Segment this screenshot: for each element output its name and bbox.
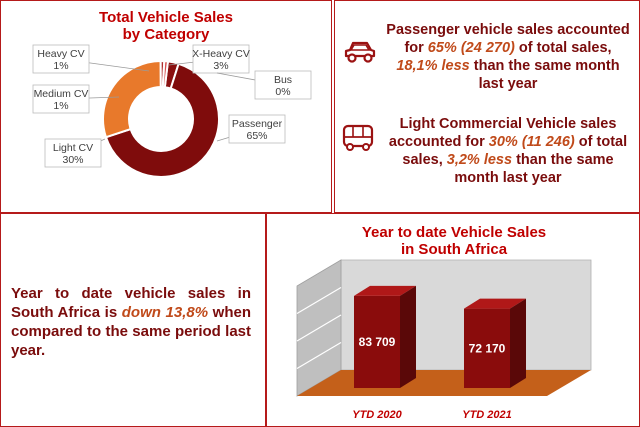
donut-value-label-light-cv: 30% [62, 154, 83, 166]
bar-value-label: 83 709 [359, 335, 396, 349]
bar-front [354, 295, 400, 388]
lcv-info-pre: Light Commercial Vehicle sales accounted… [388, 116, 617, 150]
ytd-title-line2: in South Africa [400, 241, 508, 258]
donut-value-label-medium-cv: 1% [53, 100, 68, 112]
chart-floor [297, 370, 591, 396]
donut-title-line2: by Category [122, 26, 210, 43]
chart-gridline [296, 341, 342, 370]
bar-chart: 83 709 YTD 2020 72 170 YTD 2021 [296, 259, 592, 421]
car-icon [344, 41, 376, 63]
chart-gridline [296, 286, 342, 315]
donut-category-label-heavy-cv: Heavy CV [37, 48, 84, 60]
passenger-info-pre: Passenger vehicle sales accounted for [386, 22, 630, 56]
chart-gridline [296, 314, 342, 342]
lcv-info-mid: of total sales, [402, 134, 628, 168]
donut-slice-heavy-cv [161, 60, 170, 89]
passenger-info-change: 18,1% less [396, 58, 470, 74]
lcv-info-share: 30% (11 246) [488, 134, 575, 150]
donut-value-label-x-heavy-cv: 3% [213, 60, 228, 72]
donut-category-label-x-heavy-cv: X-Heavy CV [192, 48, 250, 60]
lcv-info-post: than the same month last year [454, 152, 614, 186]
ytd-info-change: down 13,8% [121, 304, 209, 321]
ytd-info-text: Year to date vehicle sales in South Afri… [11, 284, 251, 360]
lcv-info-text: Light Commercial Vehicle sales accounted… [383, 115, 633, 187]
ytd-info-post: when compared to the same period last ye… [11, 304, 251, 359]
donut-label-box-bus [254, 70, 312, 100]
passenger-info-post: than the same month last year [469, 58, 620, 92]
category-chart-panel: Total Vehicle Sales by Category Passenge… [0, 0, 332, 213]
donut-label-box-x-heavy-cv [192, 44, 250, 74]
passenger-info-text: Passenger vehicle sales accounted for 65… [383, 21, 633, 93]
bar-side [400, 285, 416, 388]
bar-top [354, 285, 416, 296]
donut-value-label-passenger: 65% [246, 130, 267, 142]
bar-2 [464, 298, 526, 388]
lcv-info-change: 3,2% less [446, 152, 513, 168]
ytd-info-pre: Year to date vehicle sales in South Afri… [11, 285, 251, 321]
donut-chart-title: Total Vehicle Sales by Category [61, 9, 271, 43]
donut-slice-light-cv [102, 59, 162, 139]
donut-category-label-medium-cv: Medium CV [34, 88, 89, 100]
bar-1 [354, 285, 416, 388]
donut-value-label-bus: 0% [275, 86, 290, 98]
donut-label-box-light-cv [44, 138, 102, 168]
bar-category-label: YTD 2021 [462, 409, 512, 421]
donut-title-line1: Total Vehicle Sales [99, 9, 233, 26]
bar-side [510, 298, 526, 388]
ytd-title-line1: Year to date Vehicle Sales [361, 224, 547, 241]
bus-icon [342, 124, 374, 151]
info-panel: Passenger vehicle sales accounted for 65… [334, 0, 640, 213]
donut-label-box-passenger [228, 114, 286, 144]
ytd-chart-panel: Year to date Vehicle Sales in South Afri… [266, 213, 640, 427]
donut-slice-passenger [104, 62, 220, 178]
bar-category-label: YTD 2020 [352, 409, 402, 421]
bar-value-label: 72 170 [469, 341, 506, 355]
passenger-info-share: 65% (24 270) [427, 40, 515, 56]
ytd-chart-title: Year to date Vehicle Sales in South Afri… [267, 224, 640, 258]
donut-label-box-heavy-cv [32, 44, 90, 74]
ytd-text-panel: Year to date vehicle sales in South Afri… [0, 213, 266, 427]
donut-category-label-bus: Bus [274, 74, 292, 86]
passenger-info-mid: of total sales, [514, 40, 612, 56]
donut-category-label-light-cv: Light CV [53, 142, 93, 154]
bar-front [464, 308, 510, 388]
donut-value-label-heavy-cv: 1% [53, 60, 68, 72]
donut-label-box-medium-cv [32, 84, 90, 114]
donut-category-label-passenger: Passenger [232, 118, 283, 130]
bar-top [464, 298, 526, 309]
